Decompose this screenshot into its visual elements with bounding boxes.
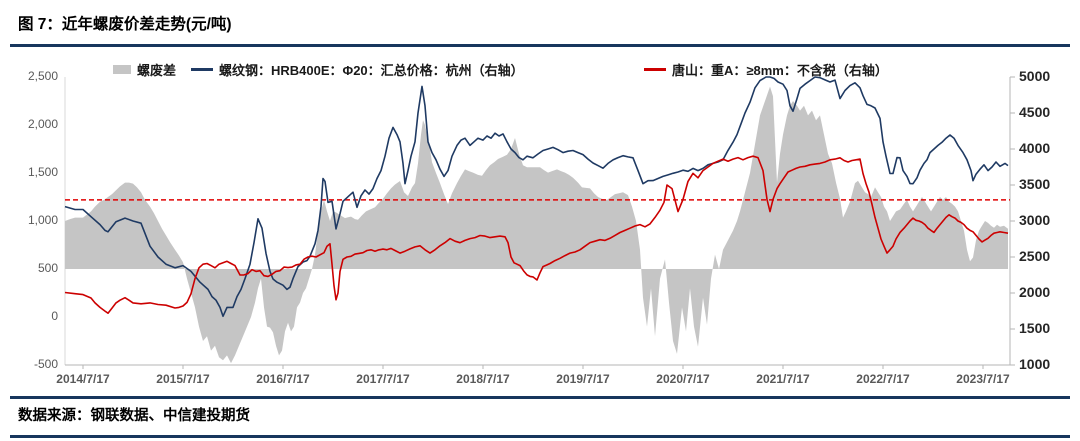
- x-axis-label: 2015/7/17: [156, 372, 210, 386]
- right-axis-label: 2500: [1019, 248, 1051, 264]
- footer-divider-line-top: [10, 396, 1070, 399]
- legend-item-scrap: 唐山：重A：≥8mm：不含税（右轴）: [644, 60, 888, 78]
- right-axis-label: 1500: [1019, 320, 1051, 336]
- left-axis-label: 2,500: [27, 69, 58, 83]
- legend-label: 唐山：重A：≥8mm：不含税（右轴）: [672, 62, 888, 78]
- x-axis-label: 2014/7/17: [56, 372, 110, 386]
- line-swatch-icon: [191, 67, 213, 71]
- right-axis-label: 4500: [1019, 104, 1051, 120]
- series-line-scrap-tangshan: [64, 155, 1009, 314]
- x-axis-label: 2022/7/17: [856, 372, 910, 386]
- x-axis-label: 2020/7/17: [656, 372, 710, 386]
- x-axis-label: 2016/7/17: [256, 372, 310, 386]
- legend-item-spread: 螺废差: [113, 60, 176, 78]
- right-axis-label: 3500: [1019, 176, 1051, 192]
- series-line-rebar-hangzhou: [64, 76, 1009, 318]
- area-swatch-icon: [113, 64, 131, 74]
- right-axis-label: 1000: [1019, 356, 1051, 372]
- data-source-note: 数据来源：钢联数据、中信建投期货: [18, 408, 250, 424]
- line-swatch-icon: [644, 67, 666, 71]
- left-axis-label: 1,000: [27, 213, 58, 227]
- left-axis-label: 1,500: [27, 165, 58, 179]
- left-axis-label: 500: [37, 261, 58, 275]
- title-divider-line: [10, 44, 1070, 47]
- chart-legend: 螺废差 螺纹钢：HRB400E：Φ20：汇总价格：杭州（右轴） 唐山：重A：≥8…: [0, 60, 1080, 78]
- left-axis-label: 0: [51, 309, 58, 323]
- legend-item-rebar: 螺纹钢：HRB400E：Φ20：汇总价格：杭州（右轴）: [191, 60, 524, 78]
- legend-label: 螺废差: [137, 62, 177, 78]
- x-axis-label: 2017/7/17: [356, 372, 410, 386]
- left-axis-label: -500: [33, 357, 58, 371]
- x-axis-label: 2023/7/17: [956, 372, 1010, 386]
- right-axis-label: 2000: [1019, 284, 1051, 300]
- x-axis-label: 2018/7/17: [456, 372, 510, 386]
- footer-divider-line-bottom: [10, 435, 1070, 438]
- right-axis-label: 5000: [1019, 68, 1051, 84]
- page-title: 图 7：近年螺废价差走势(元/吨): [18, 16, 232, 33]
- x-axis-label: 2021/7/17: [756, 372, 810, 386]
- right-axis-label: 4000: [1019, 140, 1051, 156]
- legend-label: 螺纹钢：HRB400E：Φ20：汇总价格：杭州（右轴）: [219, 62, 524, 78]
- left-axis-label: 2,000: [27, 117, 58, 131]
- x-axis-label: 2019/7/17: [556, 372, 610, 386]
- right-axis-label: 3000: [1019, 212, 1051, 228]
- series-area-spread: [65, 86, 1008, 364]
